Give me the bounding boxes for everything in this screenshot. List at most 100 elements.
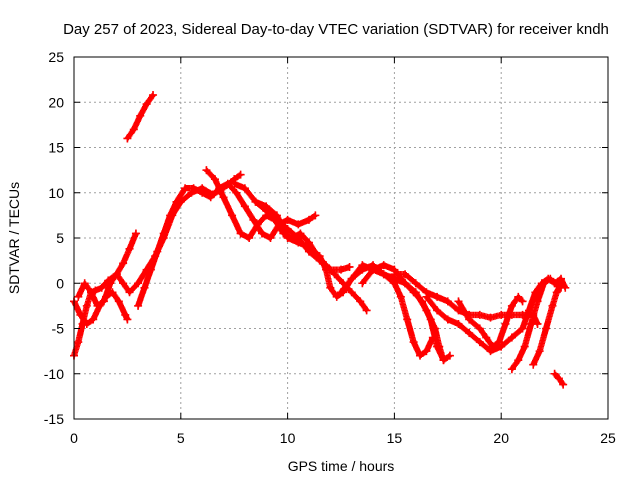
data-point — [93, 301, 102, 310]
data-point — [439, 356, 448, 365]
x-tick-label: 0 — [70, 430, 78, 446]
data-point — [454, 319, 463, 328]
data-point — [416, 351, 425, 360]
data-point — [114, 297, 123, 306]
y-tick-label: 15 — [48, 140, 64, 156]
series-track-13 — [454, 292, 527, 351]
data-point — [89, 315, 98, 324]
data-point — [294, 220, 303, 229]
data-point — [257, 229, 266, 238]
data-point — [347, 288, 356, 297]
data-point — [121, 310, 130, 319]
data-point — [482, 333, 491, 342]
data-point — [206, 193, 215, 202]
data-point — [332, 292, 341, 301]
data-point — [486, 313, 495, 322]
data-point — [245, 234, 254, 242]
data-point — [249, 215, 258, 224]
y-tick-label: 0 — [56, 275, 64, 291]
x-tick-label: 25 — [600, 430, 616, 446]
data-point — [166, 211, 175, 220]
x-tick-label: 10 — [280, 430, 296, 446]
data-point — [475, 324, 484, 333]
data-point — [228, 211, 237, 220]
data-point — [311, 211, 320, 220]
data-point — [542, 324, 551, 333]
data-point — [262, 202, 271, 211]
series-marks — [231, 180, 353, 273]
data-point — [488, 342, 497, 351]
data-point — [520, 342, 529, 351]
data-point — [409, 338, 418, 347]
data-point — [465, 315, 474, 324]
y-tick-label: 20 — [48, 94, 64, 110]
data-point — [149, 91, 158, 100]
data-point — [379, 270, 388, 279]
data-point — [454, 297, 463, 306]
data-point — [82, 301, 91, 310]
data-point — [497, 342, 506, 351]
data-point — [539, 279, 548, 288]
data-point — [142, 100, 151, 109]
data-point — [411, 279, 420, 288]
data-point — [294, 238, 303, 247]
data-layer — [70, 91, 570, 389]
data-point — [140, 283, 149, 292]
data-point — [401, 270, 410, 279]
data-point — [358, 265, 367, 274]
series-track-9 — [337, 261, 437, 360]
x-tick-label: 5 — [177, 430, 185, 446]
data-point — [518, 324, 527, 333]
data-point — [236, 229, 245, 238]
data-point — [283, 215, 292, 224]
data-point — [253, 220, 262, 229]
axis-ticks: 0 5 10 15 20 25 -15 -10 -5 0 5 10 15 20 25 — [44, 49, 616, 446]
data-point — [445, 351, 454, 360]
data-point — [495, 338, 504, 347]
data-point — [422, 292, 431, 301]
data-point — [240, 202, 249, 211]
data-point — [362, 306, 371, 315]
data-point — [345, 262, 354, 271]
series-marks — [455, 293, 526, 350]
data-point — [518, 297, 527, 306]
data-point — [106, 279, 115, 288]
data-point — [304, 243, 313, 252]
data-point — [514, 356, 523, 365]
data-point — [119, 279, 128, 288]
data-point — [136, 111, 145, 120]
data-point — [379, 261, 388, 270]
y-tick-label: -10 — [44, 366, 64, 382]
data-point — [557, 279, 566, 288]
data-point — [507, 333, 516, 342]
data-point — [358, 279, 367, 288]
data-point — [283, 234, 292, 242]
data-point — [315, 252, 324, 261]
series-track-15 — [529, 279, 566, 369]
data-point — [475, 338, 484, 347]
x-tick-label: 20 — [493, 430, 509, 446]
data-point — [497, 310, 506, 319]
data-point — [153, 247, 162, 256]
data-point — [304, 215, 313, 224]
data-point — [337, 265, 345, 274]
series-track-4 — [123, 91, 158, 143]
data-point — [559, 380, 568, 389]
data-point — [74, 338, 83, 347]
data-point — [475, 310, 484, 319]
data-point — [272, 211, 281, 220]
data-point — [97, 283, 106, 292]
data-point — [230, 179, 239, 188]
data-point — [356, 297, 365, 306]
data-point — [322, 265, 331, 274]
y-tick-label: -15 — [44, 411, 64, 427]
data-point — [529, 360, 538, 369]
grid — [74, 57, 608, 419]
data-point — [99, 297, 108, 306]
data-point — [123, 315, 132, 324]
series-track-14 — [507, 274, 570, 374]
data-point — [181, 184, 190, 193]
data-point — [443, 297, 452, 306]
data-point — [443, 315, 452, 324]
data-point — [552, 288, 561, 297]
